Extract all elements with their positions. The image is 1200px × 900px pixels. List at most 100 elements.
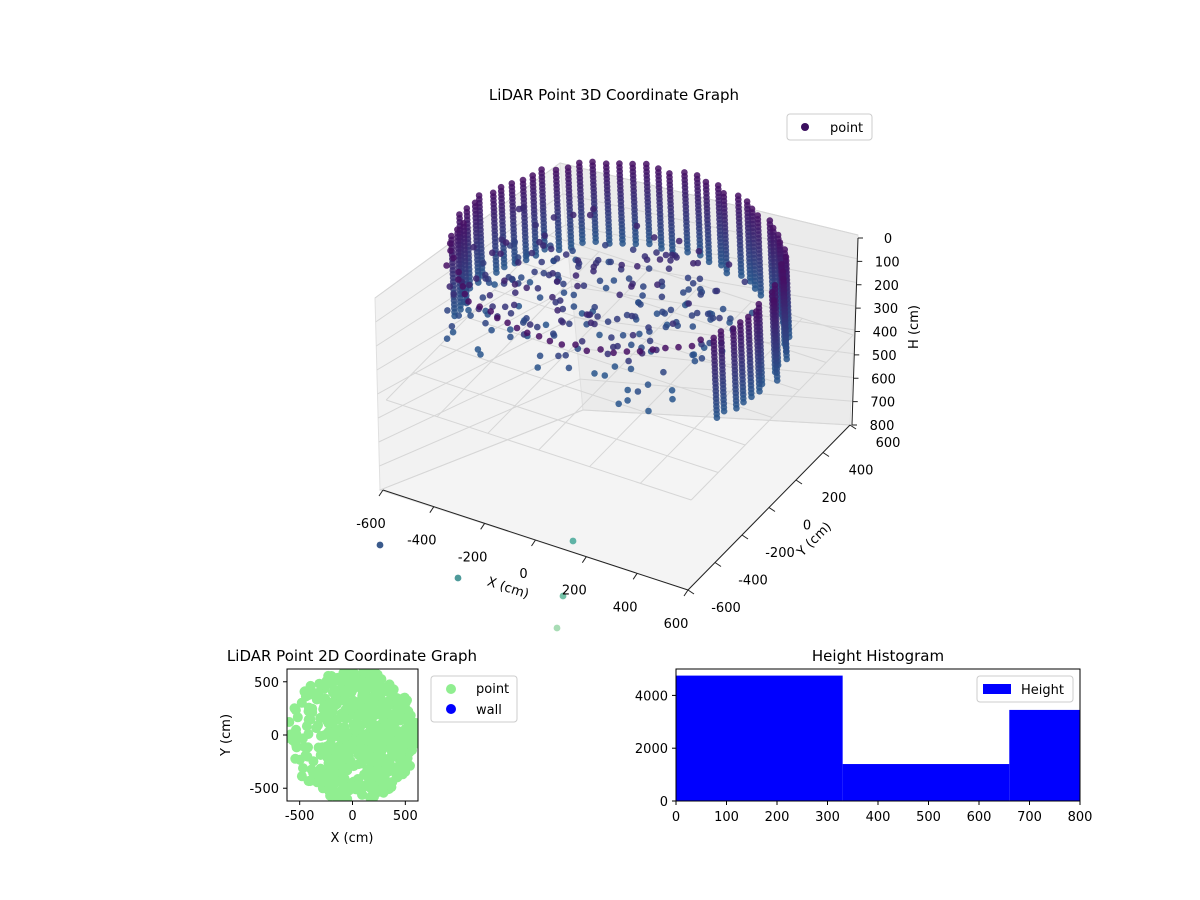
point-3d — [689, 280, 697, 287]
point-3d — [515, 259, 522, 266]
histogram-bars — [676, 675, 1080, 801]
point-3d — [455, 312, 463, 319]
point-3d — [618, 261, 625, 269]
point-3d — [665, 265, 673, 273]
chart-2d: LiDAR Point 2D Coordinate Graph -500 0 500… — [219, 647, 518, 846]
point-3d — [447, 247, 454, 254]
point-3d — [636, 348, 644, 355]
x-tick-label-hist: 600 — [967, 810, 992, 825]
point-3d — [575, 263, 582, 271]
point-3d — [572, 341, 579, 349]
point-2d — [383, 698, 394, 709]
point-3d — [510, 301, 518, 309]
point-3d — [610, 349, 617, 357]
grid-line-z — [376, 255, 569, 371]
point-3d — [526, 279, 534, 286]
point-3d — [535, 333, 543, 340]
point-3d — [482, 271, 489, 279]
point-3d — [662, 344, 669, 352]
point-2d — [349, 724, 360, 735]
z-axis-label-3d: H (cm) — [907, 305, 922, 349]
point-3d — [608, 334, 615, 341]
point-3d — [645, 265, 653, 272]
grid-line-z — [568, 255, 856, 307]
point-2d — [398, 732, 409, 743]
point-3d — [624, 386, 631, 394]
point-cloud-3d — [376, 158, 793, 632]
x-tick-label-3d: 200 — [562, 584, 587, 599]
point-3d — [625, 357, 632, 365]
point-2d — [300, 750, 311, 761]
x-tick-label-3d: -200 — [458, 550, 488, 565]
x-tick-label-2d: 0 — [348, 809, 356, 824]
x-tick-label-3d: -400 — [407, 534, 437, 549]
point-3d — [476, 303, 484, 311]
point-2d — [303, 742, 313, 753]
point-3d — [486, 292, 494, 299]
point-3d — [566, 320, 573, 328]
point-3d — [570, 291, 578, 299]
y-tick-label-3d: -200 — [765, 546, 795, 561]
legend-3d-label: point — [830, 121, 863, 136]
legend-histogram-label: Height — [1021, 683, 1064, 698]
point-3d — [532, 221, 539, 229]
point-2d — [392, 693, 402, 704]
point-3d — [685, 286, 692, 293]
point-2d — [374, 785, 385, 796]
point-2d — [375, 706, 386, 717]
point-3d — [594, 313, 601, 320]
point-2d — [326, 730, 337, 741]
point-3d — [675, 237, 683, 245]
grid-line-z — [379, 378, 581, 467]
y-tick-3d — [687, 589, 695, 595]
point-3d — [591, 370, 598, 377]
point-3d — [667, 257, 674, 264]
point-3d — [549, 270, 556, 277]
point-3d — [690, 260, 697, 267]
grid-line-z — [377, 316, 575, 419]
point-3d — [688, 312, 696, 319]
point-3d — [604, 350, 612, 358]
point-3d — [591, 303, 598, 311]
point-3d — [466, 281, 473, 289]
point-2d — [372, 722, 382, 733]
point-2d — [346, 757, 357, 768]
point-3d — [705, 258, 713, 266]
point-3d — [501, 303, 509, 311]
point-2d — [334, 790, 345, 801]
point-3d — [547, 245, 555, 253]
point-3d — [474, 346, 482, 353]
point-3d — [741, 278, 749, 286]
point-3d — [482, 319, 489, 327]
x-tick-label-hist: 100 — [714, 810, 739, 825]
point-3d — [596, 331, 603, 339]
point-3d — [747, 278, 754, 285]
point-3d — [656, 256, 664, 263]
point-3d — [616, 291, 623, 299]
point-3d — [601, 372, 609, 379]
point-3d — [448, 323, 456, 330]
z-tick-label-3d: 200 — [874, 279, 899, 294]
point-3d — [725, 261, 733, 268]
point-3d — [667, 306, 675, 314]
legend-histogram: Height — [976, 675, 1074, 703]
point-2d — [360, 712, 371, 723]
y-tick-3d — [795, 479, 803, 485]
point-3d — [659, 308, 666, 316]
point-3d — [634, 263, 641, 270]
point-3d — [669, 395, 676, 403]
ticks-histogram: 0 100 200 300 400 500 600 700 800 0 2000 4000 — [635, 689, 1093, 825]
point-3d — [553, 255, 561, 262]
point-3d — [662, 251, 670, 259]
y-tick-label-hist: 0 — [660, 795, 668, 810]
point-3d — [513, 324, 521, 332]
histogram-title: Height Histogram — [812, 647, 944, 665]
point-3d — [534, 364, 541, 371]
point-3d — [465, 298, 472, 305]
point-3d — [713, 287, 721, 295]
point-3d — [507, 333, 514, 341]
point-3d — [646, 240, 653, 248]
point-3d — [583, 347, 591, 355]
point-2d — [304, 706, 315, 717]
